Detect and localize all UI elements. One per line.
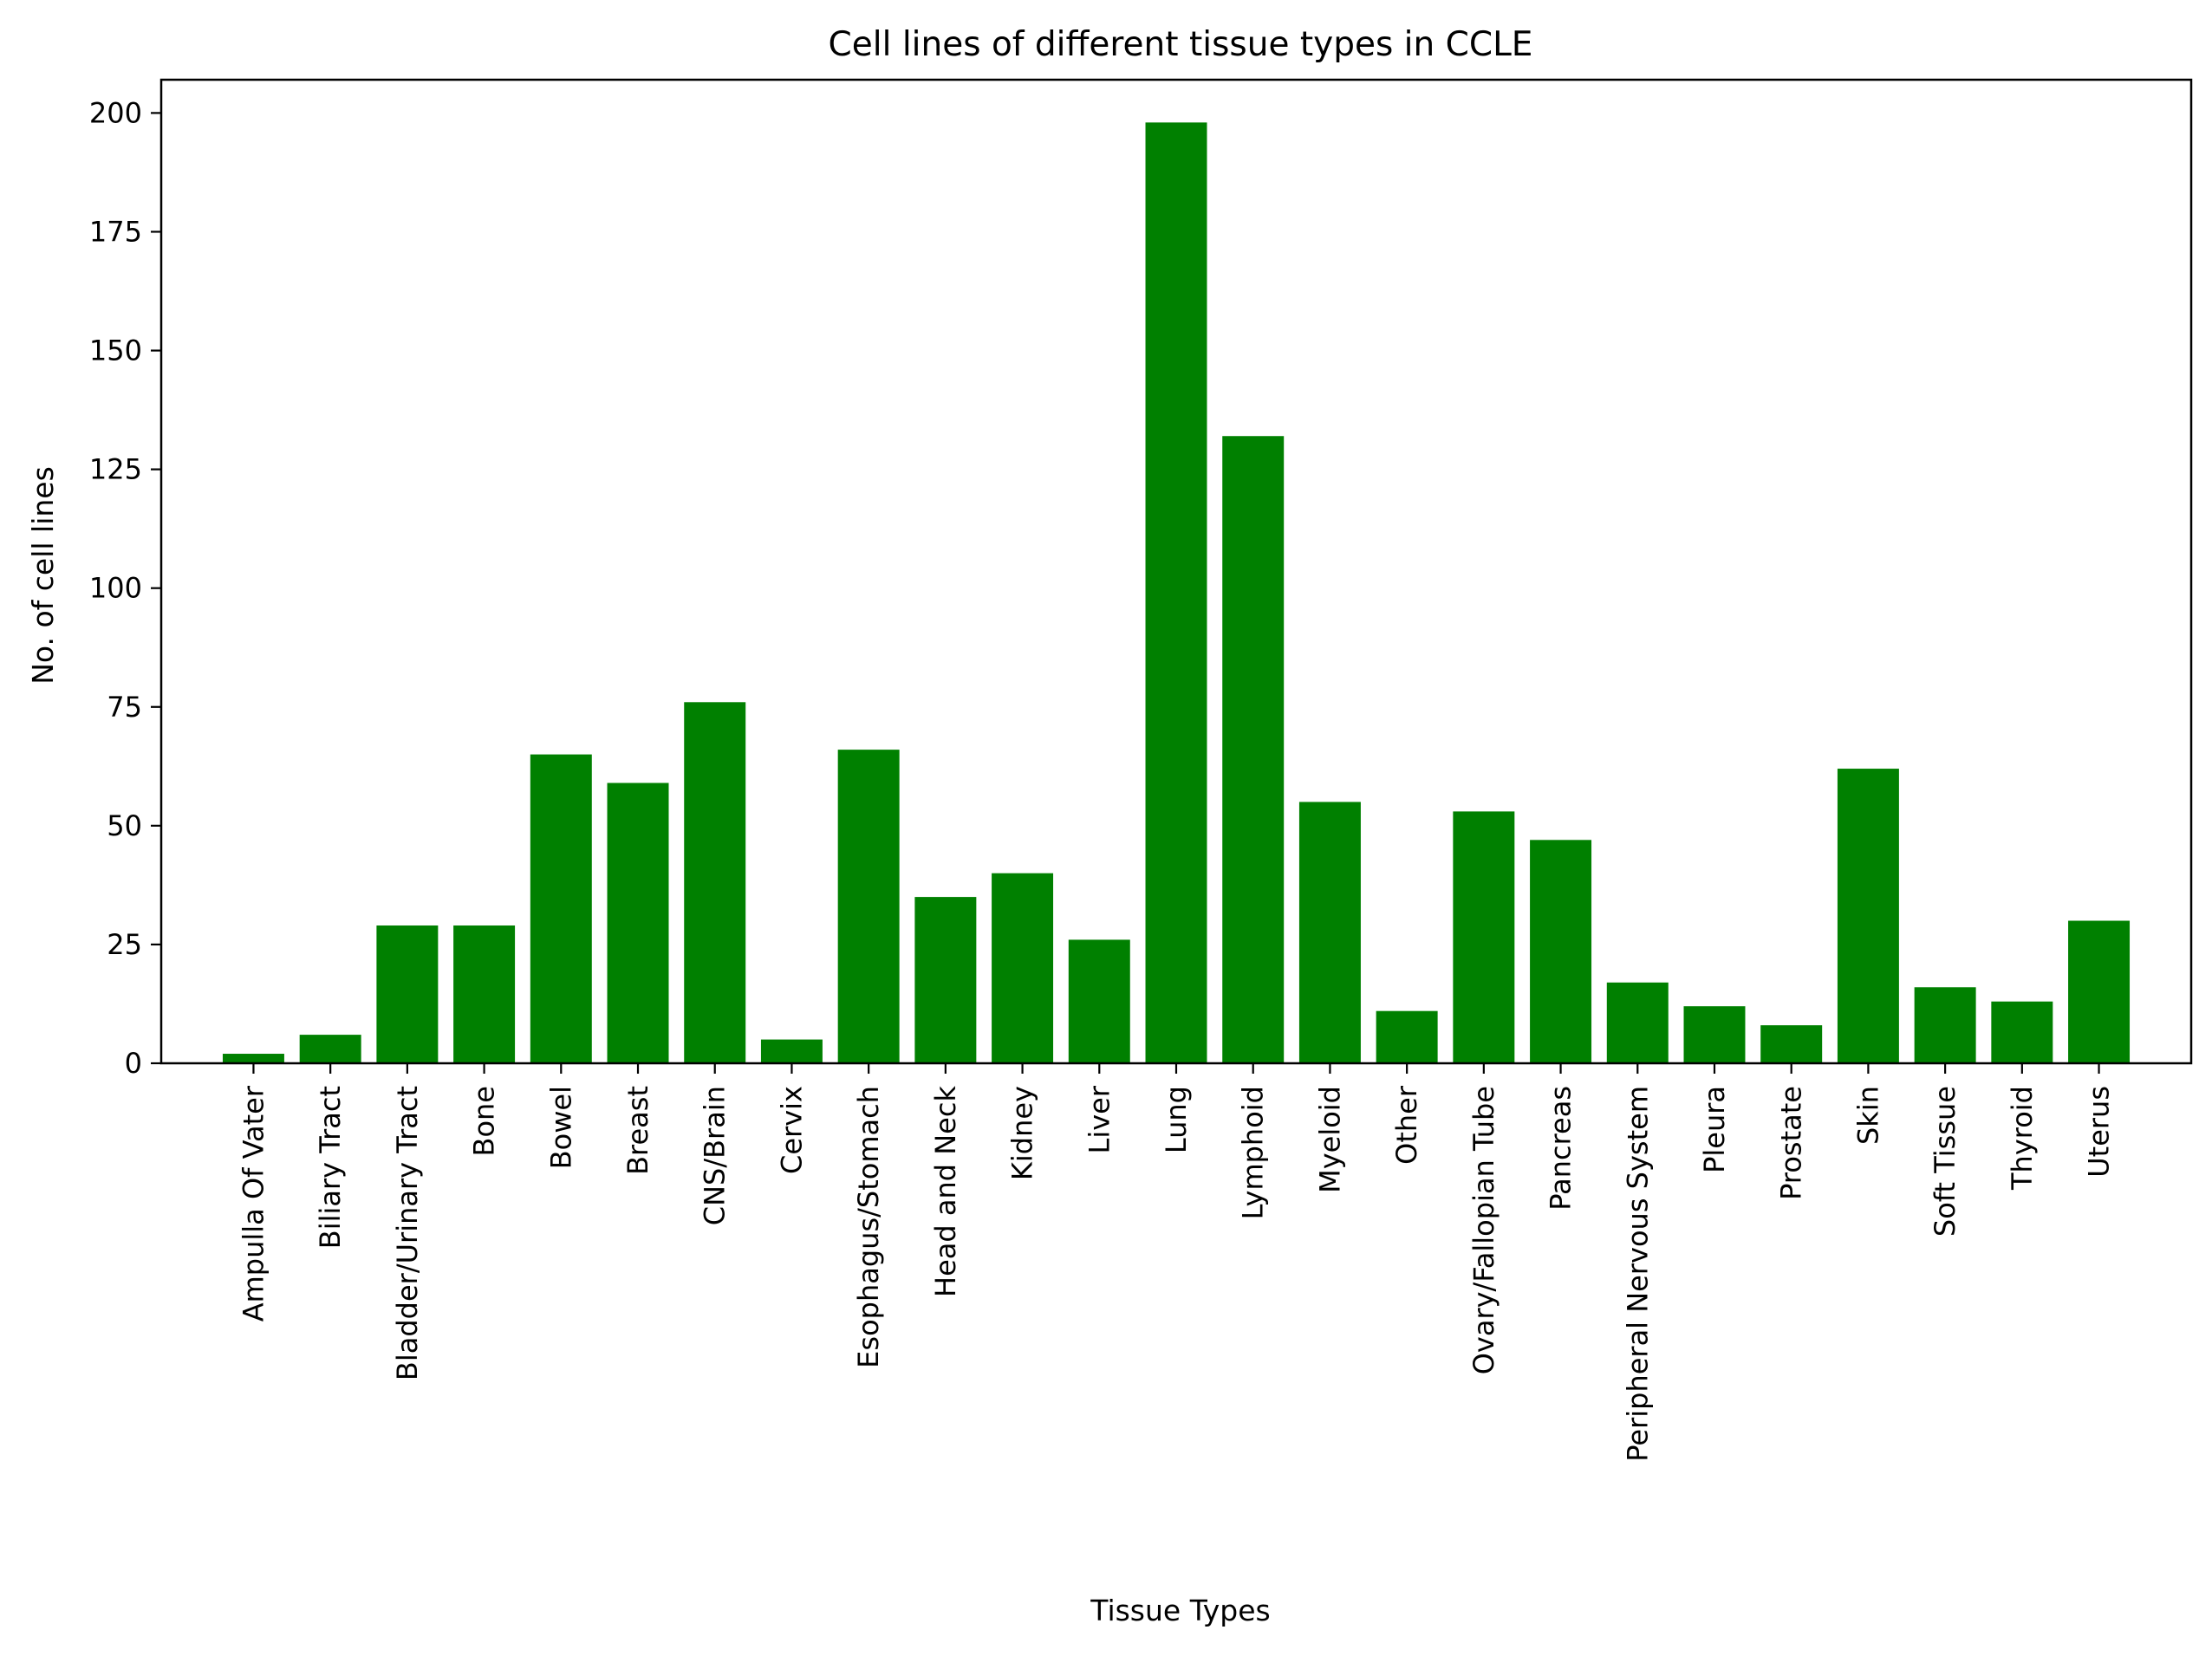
y-axis-ticks: 0 25 50 75 100 125 150 175 200 xyxy=(89,96,161,1080)
x-tick-label: Head and Neck xyxy=(929,1086,962,1297)
x-tick-label: Prostate xyxy=(1775,1086,1808,1200)
bar-ovary-fallopian-tube xyxy=(1453,811,1515,1063)
bar-biliary-tract xyxy=(299,1035,361,1063)
x-tick-label: Bowel xyxy=(544,1086,577,1169)
x-tick-label: Other xyxy=(1390,1085,1423,1165)
x-tick-label: Pancreas xyxy=(1545,1086,1578,1211)
x-tick-label: Skin xyxy=(1851,1086,1884,1145)
bar-bladder-urinary-tract xyxy=(376,925,439,1063)
chart-title: Cell lines of different tissue types in … xyxy=(829,25,1533,64)
y-tick-label: 150 xyxy=(89,334,142,367)
x-tick-label: Esophagus/Stomach xyxy=(852,1086,885,1368)
y-tick-label: 75 xyxy=(107,691,142,724)
bar-pleura xyxy=(1683,1006,1746,1063)
x-tick-label: Lung xyxy=(1160,1086,1193,1153)
bar-thyroid xyxy=(1991,1001,2053,1063)
y-tick-label: 200 xyxy=(89,96,142,129)
x-tick-label: Breast xyxy=(621,1086,654,1175)
bars-group xyxy=(222,122,2131,1064)
x-tick-label: Pleura xyxy=(1698,1086,1731,1173)
bar-bone xyxy=(453,925,516,1063)
bar-uterus xyxy=(2068,920,2131,1063)
bar-cns-brain xyxy=(684,702,746,1063)
x-tick-label: Thyroid xyxy=(2006,1086,2039,1191)
bar-myeloid xyxy=(1298,802,1361,1063)
x-tick-label: CNS/Brain xyxy=(699,1086,732,1225)
bar-other xyxy=(1376,1010,1438,1063)
bar-esophagus-stomach xyxy=(837,750,900,1063)
y-tick-label: 25 xyxy=(107,928,142,961)
plot-frame xyxy=(159,78,2193,1065)
x-tick-label: Bone xyxy=(468,1086,501,1157)
x-tick-label: Ovary/Fallopian Tube xyxy=(1467,1086,1500,1374)
x-tick-label: Uterus xyxy=(2083,1086,2116,1178)
x-tick-label: Bladder/Urinary Tract xyxy=(391,1086,424,1380)
x-tick-label: Soft Tissue xyxy=(1929,1086,1962,1237)
y-tick-label: 0 xyxy=(125,1047,142,1080)
bar-lung xyxy=(1145,122,1207,1064)
bar-breast xyxy=(607,783,669,1063)
bar-ampulla-of-vater xyxy=(222,1054,284,1063)
x-tick-label: Cervix xyxy=(775,1086,808,1174)
bar-pancreas xyxy=(1530,840,1592,1063)
x-tick-label: Liver xyxy=(1083,1085,1116,1153)
bar-kidney xyxy=(992,873,1054,1063)
x-tick-label: Lymphoid xyxy=(1237,1086,1270,1219)
bar-skin xyxy=(1837,769,1899,1063)
x-tick-label: Biliary Tract xyxy=(314,1086,347,1249)
bar-soft-tissue xyxy=(1914,987,1976,1063)
bar-cervix xyxy=(760,1039,823,1063)
bar-head-and-neck xyxy=(914,897,977,1063)
y-tick-label: 50 xyxy=(107,809,142,842)
y-axis-title: No. of cell lines xyxy=(26,466,60,685)
x-tick-label: Kidney xyxy=(1006,1086,1039,1180)
x-axis-ticks: Ampulla Of Vater Biliary Tract Bladder/Uri… xyxy=(237,1063,2116,1462)
bar-bowel xyxy=(530,754,592,1063)
x-tick-label: Peripheral Nervous System xyxy=(1621,1086,1654,1462)
bar-prostate xyxy=(1760,1025,1823,1063)
x-tick-label: Myeloid xyxy=(1313,1086,1346,1193)
bar-liver xyxy=(1068,939,1130,1063)
bar-peripheral-nervous-system xyxy=(1606,982,1669,1063)
y-tick-label: 100 xyxy=(89,572,142,605)
x-axis-title: Tissue Types xyxy=(1090,1594,1270,1627)
bar-lymphoid xyxy=(1222,436,1285,1064)
x-tick-label: Ampulla Of Vater xyxy=(237,1085,270,1322)
y-tick-label: 125 xyxy=(89,453,142,486)
y-tick-label: 175 xyxy=(89,215,142,248)
